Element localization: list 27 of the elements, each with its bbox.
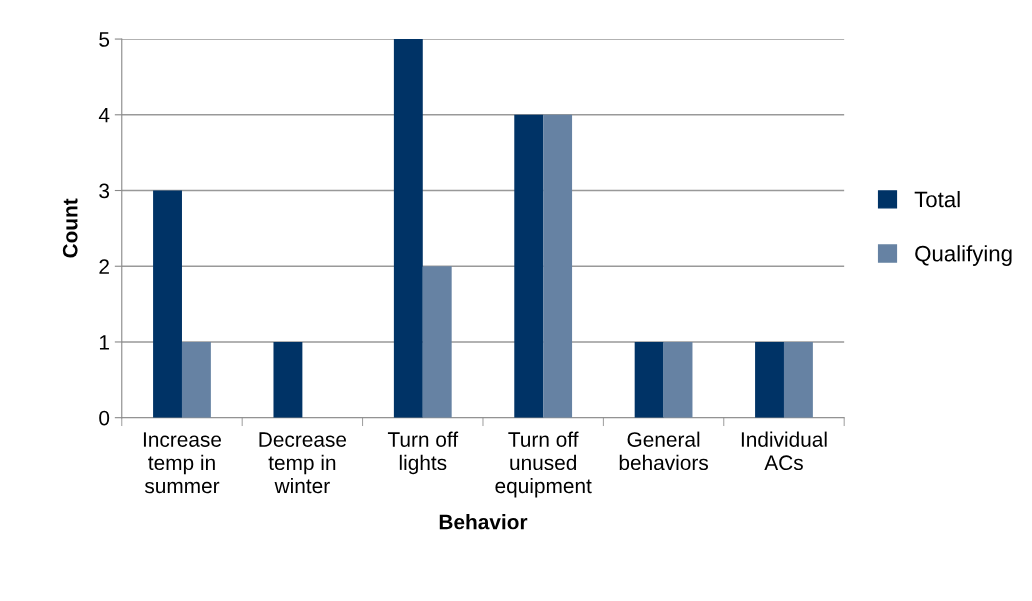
y-tick-label: 0 bbox=[99, 410, 110, 426]
y-tick-label: 5 bbox=[99, 32, 110, 47]
bar bbox=[422, 266, 452, 418]
x-tick-label: Turn off unused equipment bbox=[495, 431, 592, 498]
x-axis-title: Behavior bbox=[439, 514, 528, 530]
bar bbox=[181, 341, 211, 418]
x-tick-label: Individual ACs bbox=[741, 431, 827, 471]
y-axis-title: Count bbox=[62, 198, 78, 258]
x-tick-label: Decrease temp in winter bbox=[259, 432, 347, 494]
y-tick-label: 4 bbox=[98, 108, 110, 123]
y-tick-label: 2 bbox=[99, 259, 109, 274]
bar bbox=[755, 341, 784, 418]
bar bbox=[153, 190, 182, 418]
bar bbox=[634, 341, 664, 418]
y-tick-label: 1 bbox=[99, 335, 109, 350]
bar bbox=[514, 114, 544, 418]
legend-label: Total bbox=[914, 191, 960, 208]
bar bbox=[663, 341, 693, 418]
x-tick-label: Turn off lights bbox=[387, 431, 459, 475]
bar bbox=[783, 341, 813, 418]
bar bbox=[393, 39, 423, 418]
x-tick-label: General behaviors bbox=[619, 431, 708, 471]
bar bbox=[543, 114, 573, 418]
bar bbox=[273, 341, 303, 418]
x-tick-label: Increase temp in summer bbox=[143, 432, 222, 494]
legend-label: Qualifying bbox=[915, 245, 1012, 266]
y-tick-label: 3 bbox=[99, 183, 110, 199]
